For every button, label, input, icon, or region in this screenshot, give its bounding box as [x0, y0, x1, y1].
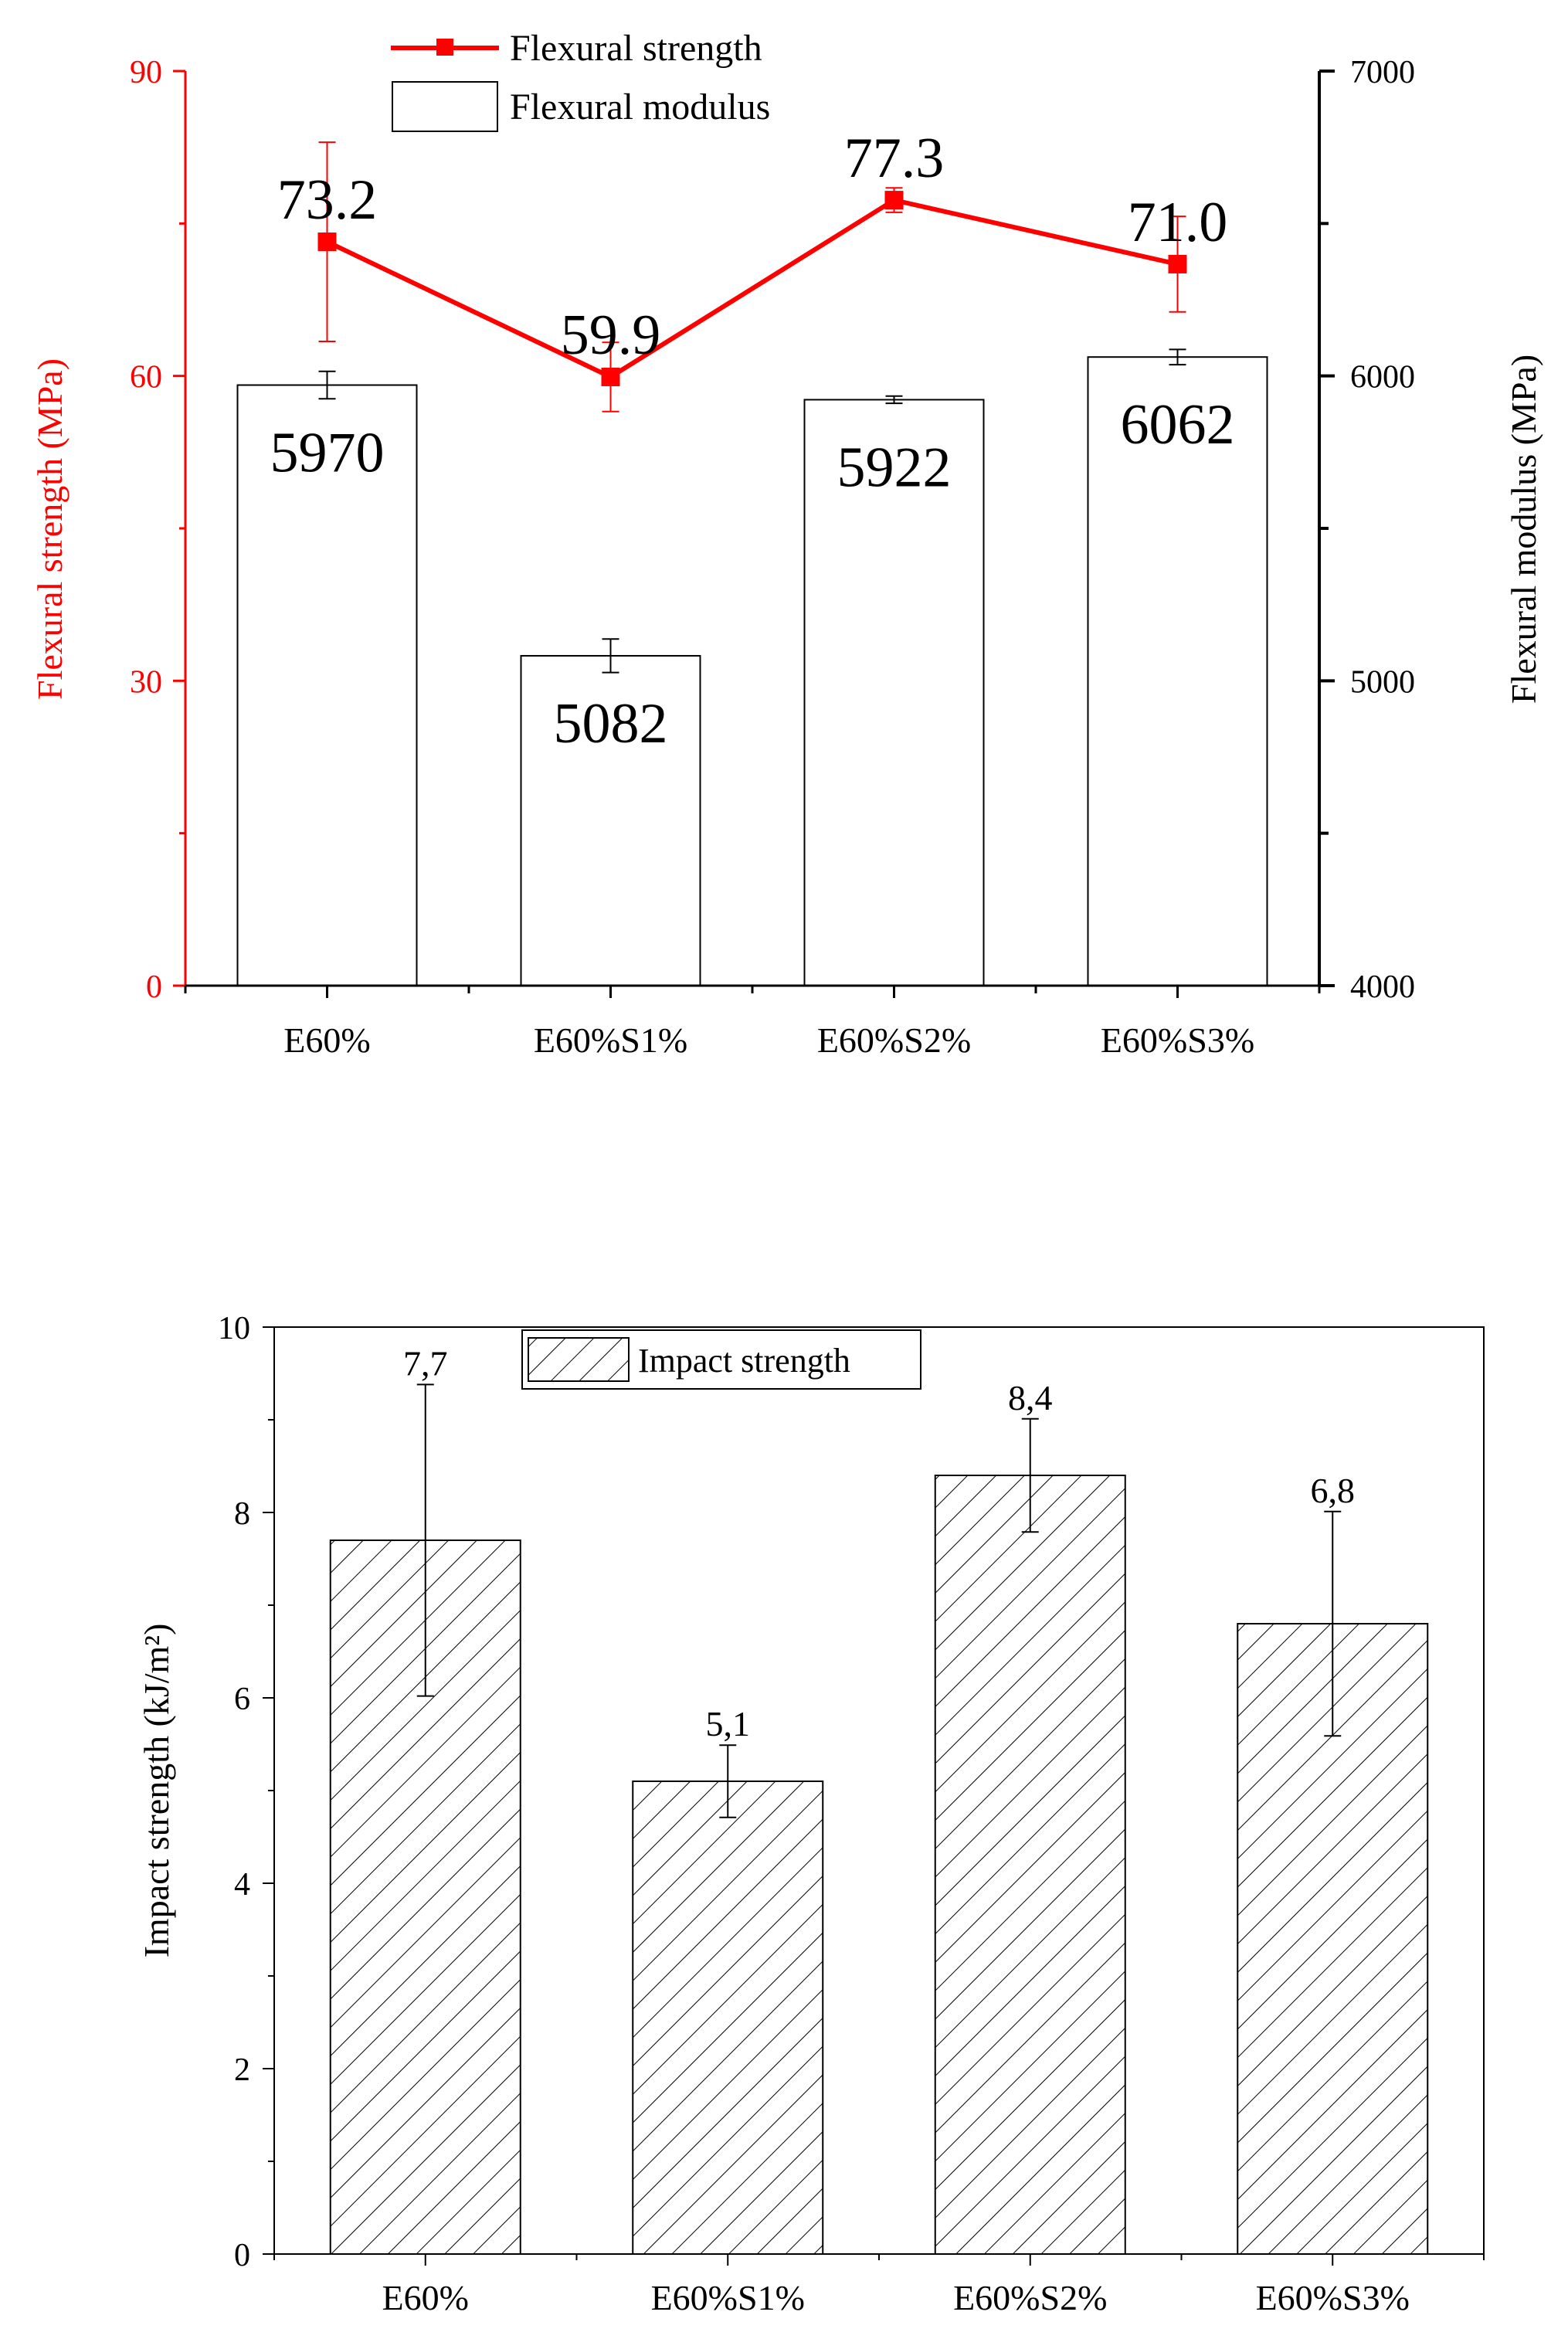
- impact-data-labels: 7,7 5,1 8,4 6,8: [403, 1343, 1355, 1743]
- modulus-data-label: 5970: [270, 422, 385, 485]
- right-tick-label: 4000: [1350, 969, 1415, 1005]
- modulus-data-labels: 5970 5082 5922 6062: [270, 393, 1235, 755]
- y-tick-label: 0: [234, 2238, 250, 2273]
- strength-line-path: [326, 197, 1179, 380]
- y-tick-label: 8: [234, 1496, 250, 1532]
- legend: Impact strength: [521, 1329, 921, 1390]
- y-tick-label: 10: [218, 1311, 250, 1346]
- left-axis-label: Flexural strength (MPa): [30, 358, 70, 700]
- strength-points: [317, 191, 1187, 386]
- impact-data-label: 5,1: [706, 1704, 751, 1743]
- modulus-data-label: 5082: [554, 692, 668, 755]
- modulus-data-label: 6062: [1121, 393, 1235, 457]
- modulus-bar: [236, 384, 418, 986]
- right-tick-label: 5000: [1350, 664, 1415, 700]
- legend-label-impact: Impact strength: [638, 1342, 850, 1380]
- impact-data-label: 6,8: [1311, 1471, 1356, 1510]
- modulus-bar: [1087, 356, 1268, 986]
- legend-marker-swatch: [436, 39, 453, 56]
- y-tick-label: 6: [234, 1682, 250, 1717]
- strength-point: [317, 233, 337, 252]
- x-tick-label: E60%: [283, 1020, 370, 1060]
- legend-bar-swatch: [392, 81, 498, 132]
- x-tick-label: E60%S3%: [1256, 2278, 1410, 2317]
- y-axis-label: Impact strength (kJ/m²): [137, 1624, 176, 1958]
- impact-chart: 0 2 4 6 8 10 E60% E60%S1% E60%S2% E60%S3% 7,7 5,1…: [137, 1311, 1485, 2317]
- x-tick-label: E60%S2%: [817, 1020, 971, 1060]
- strength-data-label: 59.9: [561, 304, 661, 367]
- right-tick-label: 6000: [1350, 360, 1415, 395]
- x-axis-ticks: E60% E60%S1% E60%S2% E60%S3%: [273, 2254, 1485, 2317]
- impact-error-bars: [416, 1383, 1342, 1818]
- strength-error-bars: [318, 141, 1186, 412]
- strength-line: [326, 197, 1179, 380]
- x-axis-ticks: E60% E60%S1% E60%S2% E60%S3%: [184, 986, 1321, 1060]
- modulus-bar: [520, 654, 701, 986]
- x-tick-label: E60%S3%: [1101, 1020, 1254, 1060]
- impact-bar: [632, 1781, 824, 2255]
- y-axis-ticks: 0 2 4 6 8 10: [218, 1311, 274, 2273]
- legend-hatch-swatch: [528, 1337, 630, 1382]
- x-tick-label: E60%S1%: [534, 1020, 687, 1060]
- left-tick-label: 90: [130, 55, 162, 90]
- impact-bar: [934, 1475, 1126, 2255]
- impact-bars: [329, 1475, 1429, 2255]
- legend-label-modulus: Flexural modulus: [510, 87, 770, 127]
- modulus-error-bars: [318, 348, 1186, 674]
- strength-data-labels: 73.2 59.9 77.3 71.0: [277, 127, 1228, 367]
- strength-data-label: 77.3: [844, 127, 945, 190]
- left-tick-label: 30: [130, 664, 162, 700]
- strength-data-label: 73.2: [277, 168, 378, 232]
- legend: Flexural strength Flexural modulus: [391, 28, 770, 132]
- right-tick-label: 7000: [1350, 55, 1415, 90]
- impact-data-label: 7,7: [403, 1343, 448, 1383]
- left-tick-label: 60: [130, 360, 162, 395]
- strength-data-label: 71.0: [1128, 191, 1228, 254]
- strength-point: [601, 367, 620, 386]
- strength-point: [1168, 254, 1187, 273]
- right-axis-label: Flexural modulus (MPa): [1504, 355, 1543, 704]
- x-tick-label: E60%S2%: [953, 2278, 1107, 2317]
- modulus-bars: [236, 356, 1268, 986]
- modulus-data-label: 5922: [837, 436, 952, 499]
- y-tick-label: 4: [234, 1867, 250, 1903]
- strength-point: [884, 191, 904, 210]
- left-tick-label: 0: [146, 969, 162, 1005]
- legend-label-strength: Flexural strength: [510, 28, 762, 69]
- x-tick-label: E60%: [382, 2278, 469, 2317]
- y-tick-label: 2: [234, 2052, 250, 2088]
- left-axis-ticks: 0 30 60 90: [130, 55, 185, 1005]
- right-axis-ticks: 4000 5000 6000 7000: [1319, 55, 1415, 1005]
- x-tick-label: E60%S1%: [651, 2278, 805, 2317]
- impact-data-label: 8,4: [1008, 1378, 1053, 1417]
